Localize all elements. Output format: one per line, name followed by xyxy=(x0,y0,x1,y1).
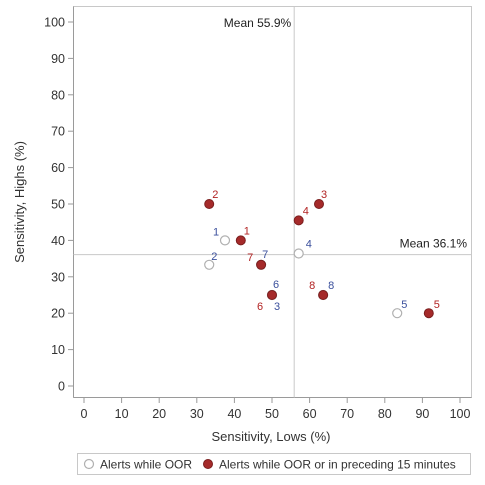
x-tick-label: 20 xyxy=(152,407,166,421)
x-tick-label: 40 xyxy=(227,407,241,421)
point-alerts-oor-preceding-6 xyxy=(267,290,277,300)
x-tick-label: 60 xyxy=(303,407,317,421)
y-axis-title: Sensitivity, Highs (%) xyxy=(12,141,27,263)
point-label: 3 xyxy=(321,189,327,201)
y-tick-label: 30 xyxy=(51,270,65,284)
point-label: 5 xyxy=(434,299,440,311)
point-label: 6 xyxy=(273,279,279,291)
x-tick-label: 10 xyxy=(115,407,129,421)
x-tick-label: 70 xyxy=(340,407,354,421)
point-label: 1 xyxy=(244,225,250,237)
y-tick-label: 90 xyxy=(51,52,65,66)
point-label: 4 xyxy=(303,205,309,217)
mean-label-y: Mean 36.1% xyxy=(400,237,468,251)
x-tick-label: 90 xyxy=(415,407,429,421)
point-alerts-oor-preceding-5 xyxy=(423,308,434,319)
legend-label-alerts-oor: Alerts while OOR xyxy=(100,458,192,472)
y-tick-label: 10 xyxy=(51,343,65,357)
x-tick-label: 30 xyxy=(190,407,204,421)
plot-frame xyxy=(73,6,472,398)
point-label: 6 xyxy=(257,301,263,313)
y-tick-label: 50 xyxy=(51,198,65,212)
mean-label-x: Mean 55.9% xyxy=(224,16,292,30)
point-label: 1 xyxy=(213,226,219,238)
x-tick-label: 80 xyxy=(378,407,392,421)
point-label: 8 xyxy=(328,280,334,292)
y-tick-label: 60 xyxy=(51,161,65,175)
y-tick-label: 20 xyxy=(51,307,65,321)
x-tick-label: 0 xyxy=(81,407,88,421)
point-alerts-oor-preceding-7 xyxy=(256,259,267,270)
y-tick-label: 100 xyxy=(44,16,65,30)
y-tick-label: 70 xyxy=(51,125,65,139)
point-alerts-oor-4 xyxy=(293,248,304,259)
point-alerts-oor-preceding-1 xyxy=(235,235,246,246)
legend-marker-alerts-oor-preceding xyxy=(203,459,213,469)
point-alerts-oor-preceding-8 xyxy=(318,290,329,300)
point-alerts-oor-preceding-3 xyxy=(314,199,324,209)
x-tick-label: 100 xyxy=(450,407,471,421)
point-label: 4 xyxy=(306,239,312,251)
legend-box xyxy=(77,453,471,475)
point-alerts-oor-preceding-2 xyxy=(204,199,215,209)
legend-marker-alerts-oor xyxy=(83,458,95,470)
y-tick-label: 40 xyxy=(51,234,65,248)
x-axis-title: Sensitivity, Lows (%) xyxy=(212,429,331,444)
point-label: 8 xyxy=(309,280,315,292)
point-alerts-oor-5 xyxy=(392,308,403,319)
point-alerts-oor-2 xyxy=(204,259,215,270)
point-label: 7 xyxy=(247,252,253,264)
y-tick-label: 80 xyxy=(51,88,65,102)
point-label: 7 xyxy=(262,249,268,261)
point-label: 5 xyxy=(401,299,407,311)
point-alerts-oor-1 xyxy=(219,235,231,246)
x-tick-label: 50 xyxy=(265,407,279,421)
point-label: 2 xyxy=(211,251,217,263)
point-label: 2 xyxy=(212,189,218,201)
y-tick-label: 0 xyxy=(58,380,65,394)
legend-label-alerts-oor-preceding: Alerts while OOR or in preceding 15 minu… xyxy=(219,458,456,472)
point-label: 3 xyxy=(274,301,280,313)
point-alerts-oor-preceding-4 xyxy=(293,215,304,226)
